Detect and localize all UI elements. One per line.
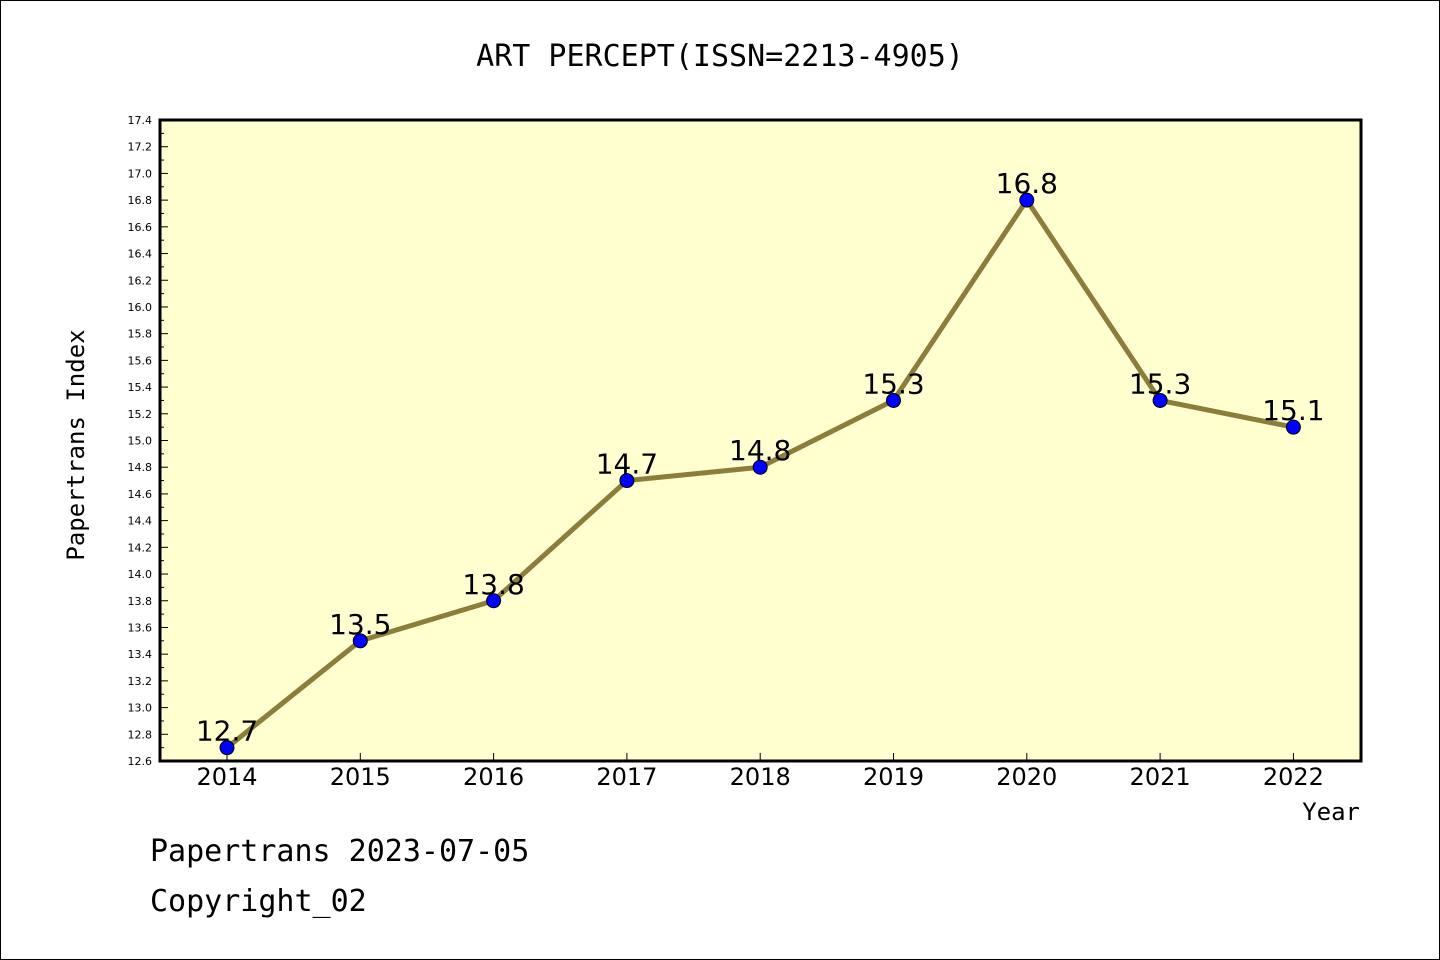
y-tick-label: 15.4 <box>128 381 153 394</box>
data-point <box>1285 419 1301 435</box>
y-tick-label: 13.4 <box>128 648 153 661</box>
y-tick-label: 17.4 <box>128 114 153 127</box>
x-tick-label: 2014 <box>196 763 257 791</box>
plot-area <box>158 118 1363 763</box>
y-tick-label: 16.2 <box>128 274 153 287</box>
y-tick-label: 16.4 <box>128 248 153 261</box>
data-label: 15.3 <box>1129 367 1191 400</box>
data-point <box>1152 392 1168 408</box>
data-point <box>352 633 368 649</box>
y-tick-label: 16.0 <box>128 301 153 314</box>
x-tick-label: 2021 <box>1130 763 1191 791</box>
data-point <box>219 740 235 756</box>
x-tick-label: 2019 <box>863 763 924 791</box>
x-tick-label: 2022 <box>1263 763 1324 791</box>
x-tick-label: 2018 <box>730 763 791 791</box>
y-tick-label: 16.8 <box>128 194 153 207</box>
y-tick-label: 14.4 <box>128 515 153 528</box>
y-tick-label: 14.6 <box>128 488 153 501</box>
y-axis-label: Papertrans Index <box>62 329 90 560</box>
y-tick-label: 15.0 <box>128 435 153 448</box>
data-label: 12.7 <box>196 715 258 748</box>
data-label: 14.7 <box>596 448 658 481</box>
y-tick-label: 17.0 <box>128 167 153 180</box>
y-tick-label: 15.8 <box>128 328 153 341</box>
y-tick-label: 15.2 <box>128 408 153 421</box>
y-tick-label: 13.8 <box>128 595 153 608</box>
footer-copyright: Copyright_02 <box>150 884 367 919</box>
data-markers <box>219 192 1301 756</box>
x-tick-label: 2016 <box>463 763 524 791</box>
data-labels: 12.7 13.5 13.8 14.7 14.8 15.3 16.8 15.3 15.1 <box>196 167 1325 748</box>
data-label: 15.3 <box>862 367 924 400</box>
data-point <box>886 392 901 408</box>
x-axis: 2014 2015 2016 2017 2018 2019 2020 2021 2022 <box>196 753 1324 791</box>
y-tick-label: 14.0 <box>128 568 153 581</box>
data-label: 13.8 <box>462 568 524 601</box>
y-tick-label: 14.2 <box>128 541 153 554</box>
data-point <box>752 459 768 475</box>
x-tick-label: 2015 <box>330 763 391 791</box>
footer-date: Papertrans 2023-07-05 <box>150 834 530 869</box>
y-tick-label: 17.2 <box>128 141 153 154</box>
y-tick-label: 14.8 <box>128 461 153 474</box>
y-tick-label: 12.8 <box>128 728 153 741</box>
data-label: 16.8 <box>996 167 1058 200</box>
chart-title: ART PERCEPT(ISSN=2213-4905) <box>476 39 964 74</box>
data-label: 14.8 <box>729 434 791 467</box>
data-point <box>619 473 635 489</box>
data-point <box>486 593 502 609</box>
x-tick-label: 2017 <box>596 763 657 791</box>
y-axis: 12.6 12.8 13.0 13.2 13.4 13.6 13.8 14.0 14.2 14.4… <box>128 114 168 768</box>
y-tick-label: 13.6 <box>128 621 153 634</box>
y-tick-label: 16.6 <box>128 221 153 234</box>
data-point <box>1019 192 1035 208</box>
data-label: 13.5 <box>329 608 391 641</box>
y-tick-label: 13.2 <box>128 675 153 688</box>
x-tick-label: 2020 <box>996 763 1057 791</box>
x-axis-label: Year <box>1302 798 1360 826</box>
y-tick-label: 15.6 <box>128 354 153 367</box>
y-tick-label: 12.6 <box>128 755 153 768</box>
data-label: 15.1 <box>1262 394 1324 427</box>
y-tick-label: 13.0 <box>128 702 153 715</box>
